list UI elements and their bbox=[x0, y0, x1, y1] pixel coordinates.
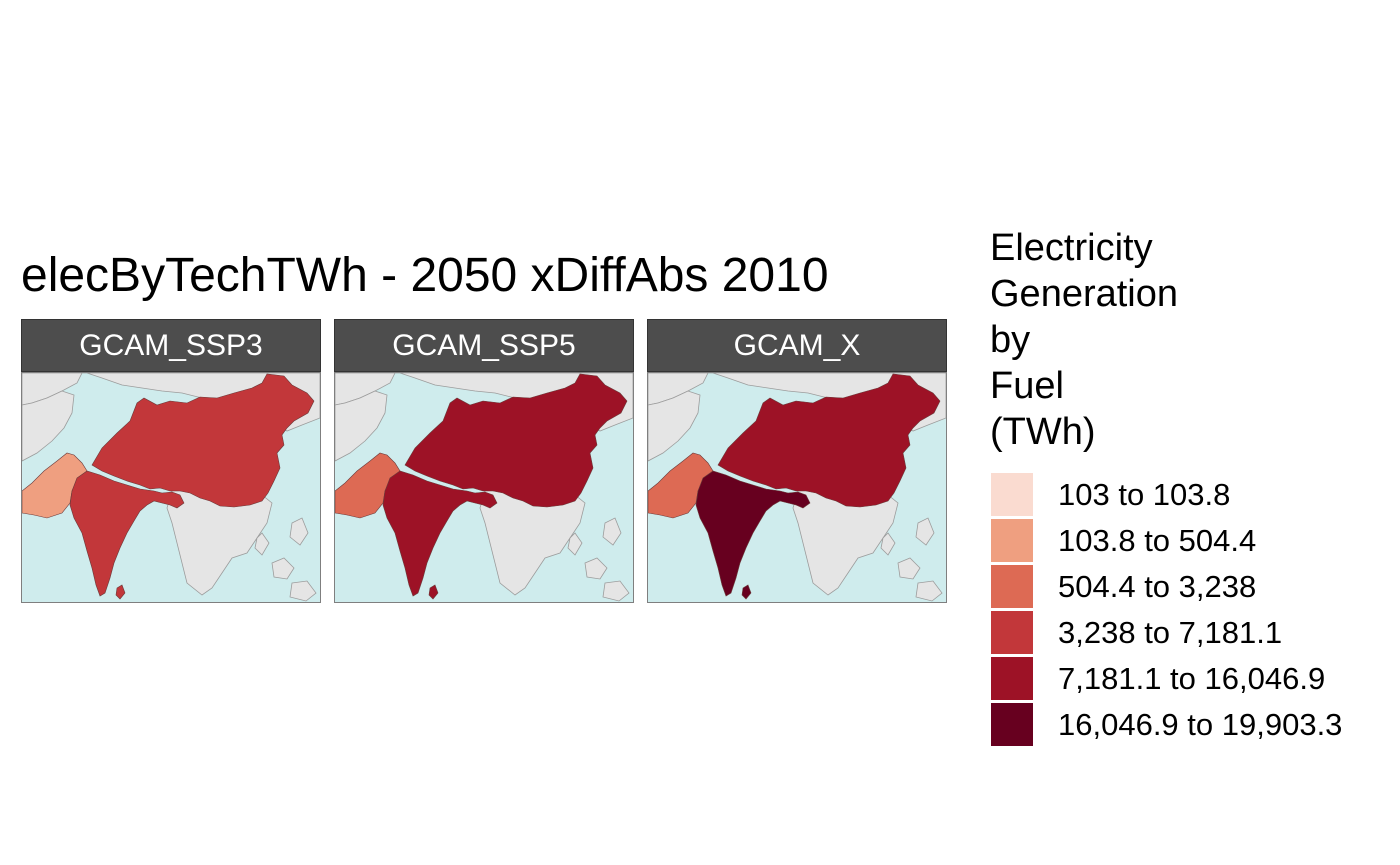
legend-title-line: Fuel bbox=[990, 365, 1064, 407]
region-india bbox=[69, 470, 185, 597]
region-china bbox=[91, 373, 315, 508]
legend-title-line: Generation bbox=[990, 273, 1179, 315]
facet-map bbox=[21, 372, 321, 603]
legend-title-line: (TWh) bbox=[990, 411, 1096, 453]
facet-panel-gcam-ssp5: GCAM_SSP5 bbox=[334, 319, 634, 603]
region-sri-lanka bbox=[428, 584, 439, 600]
legend-label: 103 to 103.8 bbox=[1058, 477, 1231, 512]
legend-swatch bbox=[990, 702, 1034, 747]
legend-swatch bbox=[990, 564, 1034, 609]
legend-label: 3,238 to 7,181.1 bbox=[1058, 615, 1283, 650]
legend-swatch bbox=[990, 472, 1034, 517]
region-map bbox=[22, 373, 320, 602]
facet-strip-label: GCAM_X bbox=[647, 319, 947, 372]
region-india bbox=[382, 470, 498, 597]
facet-map bbox=[647, 372, 947, 603]
land-islands bbox=[880, 517, 943, 602]
legend-label: 103.8 to 504.4 bbox=[1058, 523, 1257, 558]
region-sri-lanka bbox=[741, 584, 752, 600]
figure-title: elecByTechTWh - 2050 xDiffAbs 2010 bbox=[21, 249, 829, 302]
legend-swatch bbox=[990, 518, 1034, 563]
legend-label: 7,181.1 to 16,046.9 bbox=[1058, 661, 1326, 696]
legend-title: Electricity Generation by Fuel (TWh) bbox=[990, 225, 1178, 455]
legend-label: 16,046.9 to 19,903.3 bbox=[1058, 707, 1343, 742]
region-map bbox=[335, 373, 633, 602]
facet-panel-gcam-ssp3: GCAM_SSP3 bbox=[21, 319, 321, 603]
facet-panel-gcam-x: GCAM_X bbox=[647, 319, 947, 603]
legend-label: 504.4 to 3,238 bbox=[1058, 569, 1257, 604]
facet-strip-label: GCAM_SSP3 bbox=[21, 319, 321, 372]
legend-title-line: Electricity bbox=[990, 227, 1153, 269]
region-india bbox=[695, 470, 811, 597]
land-west bbox=[22, 390, 75, 462]
region-china bbox=[404, 373, 628, 508]
region-map bbox=[648, 373, 946, 602]
facet-map bbox=[334, 372, 634, 603]
land-islands bbox=[567, 517, 630, 602]
region-sri-lanka bbox=[115, 584, 126, 600]
region-china bbox=[717, 373, 941, 508]
land-west bbox=[648, 390, 701, 462]
legend-title-line: by bbox=[990, 319, 1031, 361]
facet-strip-label: GCAM_SSP5 bbox=[334, 319, 634, 372]
land-islands bbox=[254, 517, 317, 602]
land-west bbox=[335, 390, 388, 462]
legend-swatch bbox=[990, 656, 1034, 701]
legend-swatch bbox=[990, 610, 1034, 655]
